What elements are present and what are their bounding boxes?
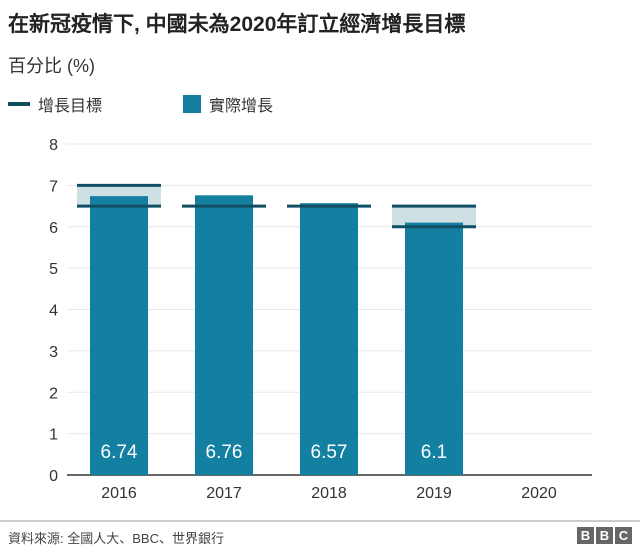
legend-swatch-actual (183, 95, 201, 113)
y-tick-label: 3 (49, 344, 58, 361)
source-text: 資料來源: 全國人大、BBC、世界銀行 (8, 531, 224, 546)
target-band (392, 206, 476, 227)
bar (195, 195, 253, 475)
y-tick-label: 7 (49, 178, 58, 195)
y-tick-label: 0 (49, 468, 58, 485)
x-tick-label: 2020 (521, 485, 557, 502)
bar-value-label: 6.1 (421, 442, 447, 463)
legend-label-target: 增長目標 (38, 98, 103, 115)
bar-value-label: 6.74 (101, 442, 138, 463)
y-tick-label: 8 (49, 137, 58, 154)
bbc-logo-letter: C (615, 527, 632, 544)
bar (300, 203, 358, 475)
bar (90, 196, 148, 475)
legend-label-actual: 實際增長 (209, 98, 274, 115)
y-tick-label: 6 (49, 220, 58, 237)
bbc-logo-letter: B (596, 527, 613, 544)
x-tick-label: 2016 (101, 485, 137, 502)
x-tick-label: 2018 (311, 485, 347, 502)
y-tick-label: 1 (49, 427, 58, 444)
legend-item-target: 增長目標 (8, 92, 183, 116)
bar-value-label: 6.57 (311, 442, 348, 463)
x-tick-label: 2019 (416, 485, 452, 502)
bbc-logo: B B C (577, 527, 632, 544)
bar-value-label: 6.76 (206, 442, 243, 463)
x-tick-label: 2017 (206, 485, 242, 502)
legend-swatch-target (8, 102, 30, 106)
bar (405, 222, 463, 475)
chart-title: 在新冠疫情下, 中國未為2020年訂立經濟增長目標 (8, 13, 466, 36)
chart-svg: 0 1 2 3 4 5 6 7 8 2016 6.74 2017 6.76 2018 6.57 2019 6.1… (49, 137, 592, 502)
bbc-logo-letter: B (577, 527, 594, 544)
y-tick-label: 4 (49, 303, 58, 320)
footer-divider (0, 520, 640, 522)
y-tick-label: 2 (49, 385, 58, 402)
chart-subtitle: 百分比 (%) (8, 56, 95, 76)
legend-item-actual: 實際增長 (183, 92, 358, 116)
legend: 增長目標 實際增長 (8, 92, 358, 116)
y-tick-label: 5 (49, 261, 58, 278)
